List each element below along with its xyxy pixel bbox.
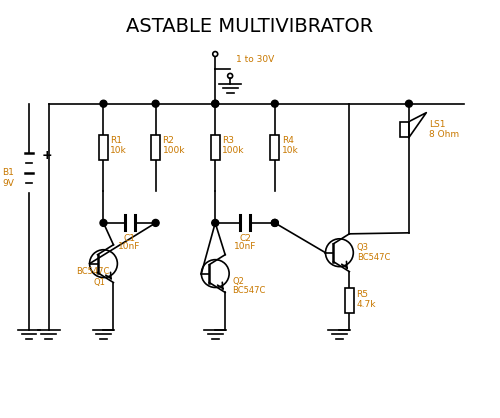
Text: Q3: Q3 bbox=[357, 243, 369, 252]
Text: R5: R5 bbox=[356, 290, 368, 299]
Circle shape bbox=[212, 100, 218, 107]
Text: 9V: 9V bbox=[2, 178, 14, 188]
Polygon shape bbox=[409, 112, 426, 138]
Text: R4: R4 bbox=[282, 136, 294, 145]
Text: BC547C: BC547C bbox=[232, 286, 266, 296]
Text: R2: R2 bbox=[162, 136, 174, 145]
Text: 100k: 100k bbox=[162, 146, 185, 155]
Circle shape bbox=[272, 100, 278, 107]
Circle shape bbox=[100, 100, 107, 107]
Bar bbox=[400, 122, 409, 138]
Text: 100k: 100k bbox=[222, 146, 244, 155]
Circle shape bbox=[272, 219, 278, 227]
Text: 4.7k: 4.7k bbox=[356, 300, 376, 309]
Circle shape bbox=[272, 219, 278, 227]
Bar bbox=[211, 135, 220, 160]
Text: 10nF: 10nF bbox=[234, 242, 256, 251]
Text: 10nF: 10nF bbox=[118, 242, 141, 251]
Text: 10k: 10k bbox=[110, 146, 127, 155]
Text: ASTABLE MULTIVIBRATOR: ASTABLE MULTIVIBRATOR bbox=[126, 17, 374, 36]
Text: R3: R3 bbox=[222, 136, 234, 145]
Text: R1: R1 bbox=[110, 136, 122, 145]
Text: Q2: Q2 bbox=[232, 277, 244, 285]
Text: Q1: Q1 bbox=[94, 278, 106, 287]
Bar bbox=[270, 135, 280, 160]
Circle shape bbox=[212, 219, 218, 227]
Text: LS1: LS1 bbox=[429, 120, 446, 129]
Circle shape bbox=[100, 219, 107, 227]
Bar bbox=[99, 135, 108, 160]
Text: 8 Ohm: 8 Ohm bbox=[429, 130, 459, 139]
Text: BC547C: BC547C bbox=[357, 253, 390, 262]
Text: C1: C1 bbox=[124, 234, 136, 243]
Text: +: + bbox=[42, 149, 52, 162]
Text: B1: B1 bbox=[2, 168, 14, 177]
Bar bbox=[151, 135, 160, 160]
Text: 10k: 10k bbox=[282, 146, 298, 155]
Circle shape bbox=[406, 100, 412, 107]
Circle shape bbox=[152, 219, 159, 227]
Circle shape bbox=[212, 100, 218, 107]
Text: C2: C2 bbox=[239, 234, 251, 243]
Text: 1 to 30V: 1 to 30V bbox=[236, 56, 275, 64]
Bar bbox=[345, 288, 354, 313]
Circle shape bbox=[152, 100, 159, 107]
Text: BC547C: BC547C bbox=[76, 267, 110, 275]
